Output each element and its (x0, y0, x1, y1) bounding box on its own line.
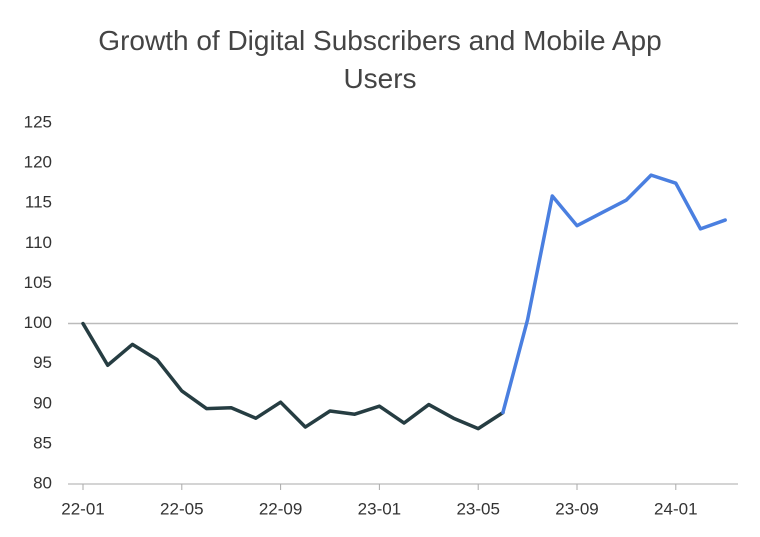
y-tick-label: 125 (24, 112, 52, 131)
x-tick-label: 23-05 (456, 499, 499, 518)
series-line (501, 173, 727, 415)
y-tick-label: 90 (33, 393, 52, 412)
x-tick-label: 23-01 (358, 499, 401, 518)
chart-title: Growth of Digital Subscribers and Mobile… (98, 25, 662, 94)
x-tick-label: 22-01 (61, 499, 104, 518)
y-tick-label: 105 (24, 273, 52, 292)
x-tick-label: 22-09 (259, 499, 302, 518)
y-tick-label: 110 (25, 233, 52, 252)
x-tick-label: 24-01 (654, 499, 697, 518)
y-tick-label: 80 (33, 473, 52, 492)
y-tick-label: 115 (25, 193, 52, 212)
y-tick-label: 120 (24, 153, 52, 172)
series-line (81, 321, 505, 431)
y-tick-label: 95 (33, 353, 52, 372)
x-tick-label: 22-05 (160, 499, 203, 518)
x-tick-label: 23-09 (555, 499, 598, 518)
y-tick-label: 85 (33, 433, 52, 452)
y-tick-label: 100 (24, 313, 52, 332)
